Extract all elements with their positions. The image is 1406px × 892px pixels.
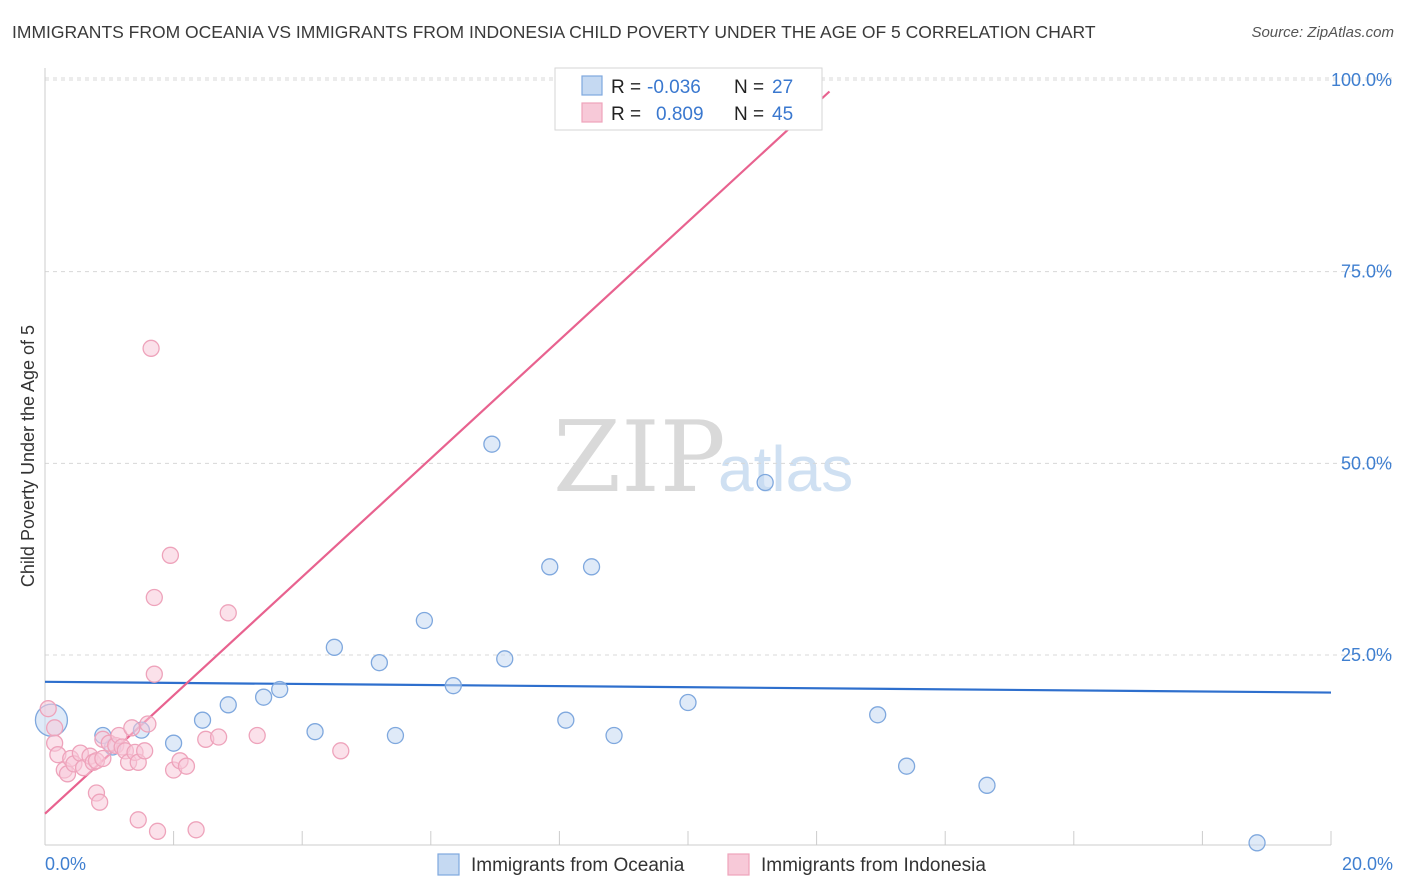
chart-title: IMMIGRANTS FROM OCEANIA VS IMMIGRANTS FR… (12, 22, 1096, 42)
point-oceania (679, 693, 697, 712)
legend-n-label-2: N = (734, 104, 764, 125)
point-indonesia (45, 719, 64, 737)
y-tick-label: 25.0% (1341, 645, 1392, 665)
x-tick-label: 20.0% (1342, 854, 1393, 874)
point-indonesia (136, 742, 154, 760)
y-tick-label: 50.0% (1341, 453, 1392, 473)
point-oceania (444, 677, 462, 695)
point-indonesia (161, 546, 180, 564)
point-indonesia (129, 811, 147, 829)
chart-source: Source: ZipAtlas.com (1251, 24, 1394, 41)
point-oceania (370, 654, 389, 672)
point-indonesia (145, 588, 163, 607)
point-oceania (164, 734, 183, 752)
legend-n-value-2: 45 (772, 104, 793, 125)
legend-r-value-2: 0.809 (656, 104, 704, 125)
trend-line-oceania (44, 680, 1332, 694)
trend-lines (44, 90, 1332, 815)
y-ticks: 25.0% 50.0% 75.0% 100.0% (1331, 70, 1392, 665)
point-oceania (386, 726, 405, 745)
correlation-legend: R = -0.036 N = 27 R = 0.809 N = 45 (554, 67, 823, 131)
legend-r-label-2: R = (611, 104, 641, 125)
legend-n-label-1: N = (734, 77, 764, 98)
point-oceania (325, 638, 344, 656)
point-oceania (978, 776, 996, 794)
y-tick-label: 100.0% (1331, 70, 1392, 90)
point-indonesia (145, 665, 163, 683)
gridlines (45, 77, 1392, 656)
point-oceania (254, 688, 273, 706)
point-indonesia (219, 604, 237, 622)
point-oceania (219, 696, 237, 714)
legend-marker-oceania (437, 853, 460, 876)
point-indonesia (123, 719, 141, 737)
point-indonesia (248, 726, 266, 745)
point-indonesia (148, 822, 167, 840)
point-indonesia (209, 728, 228, 746)
series-legend: Immigrants from Oceania Immigrants from … (437, 853, 986, 876)
legend-n-value-1: 27 (772, 77, 793, 98)
legend-r-label-1: R = (611, 77, 641, 98)
y-tick-label: 75.0% (1341, 262, 1392, 282)
point-oceania (193, 711, 212, 729)
point-oceania (541, 558, 559, 576)
watermark-zip: ZIP (553, 401, 726, 515)
point-oceania (483, 435, 501, 453)
legend-label-oceania: Immigrants from Oceania (471, 855, 685, 876)
y-axis-title: Child Poverty Under the Age of 5 (18, 325, 38, 587)
legend-swatch-oceania (581, 75, 603, 96)
legend-marker-indonesia (727, 853, 750, 876)
point-indonesia (187, 821, 205, 839)
point-indonesia (142, 339, 160, 357)
point-oceania (582, 558, 601, 576)
point-oceania (271, 680, 289, 699)
point-indonesia (39, 700, 57, 718)
point-indonesia (177, 757, 196, 775)
point-oceania (415, 611, 434, 630)
point-indonesia (94, 749, 112, 768)
point-oceania (1248, 834, 1266, 852)
point-oceania (869, 706, 887, 724)
watermark-atlas: atlas (718, 433, 853, 505)
legend-label-indonesia: Immigrants from Indonesia (761, 855, 986, 876)
x-ticks: 0.0% 20.0% (44, 831, 1393, 874)
legend-swatch-indonesia (581, 102, 603, 123)
point-oceania (897, 757, 916, 775)
data-points (34, 82, 1266, 852)
point-indonesia (139, 715, 157, 733)
trend-line-indonesia (44, 90, 831, 815)
point-oceania (605, 726, 623, 745)
point-oceania (557, 711, 575, 729)
point-indonesia (91, 793, 109, 811)
legend-r-value-1: -0.036 (647, 77, 701, 98)
point-oceania (306, 723, 324, 741)
point-oceania (756, 473, 774, 492)
point-indonesia (332, 742, 350, 760)
x-tick-label: 0.0% (45, 854, 86, 874)
point-oceania (496, 650, 514, 668)
